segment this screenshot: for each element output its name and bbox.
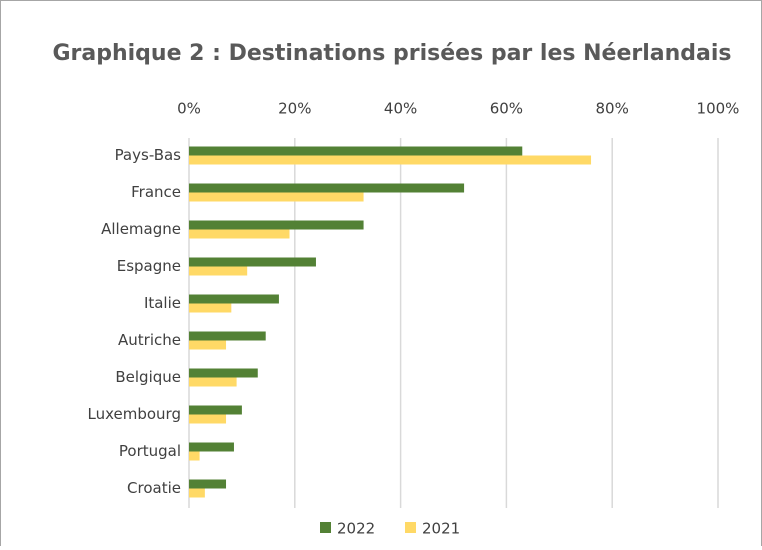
y-tick-label: Luxembourg [88, 405, 182, 423]
bar [189, 488, 205, 498]
y-tick-label: Autriche [118, 331, 181, 349]
x-tick-label: 40% [384, 100, 417, 118]
y-tick-label: Portugal [119, 442, 181, 460]
bar [189, 340, 227, 350]
y-tick-label: Italie [144, 294, 181, 312]
legend-swatch [405, 522, 416, 533]
y-tick-label: Croatie [127, 479, 181, 497]
y-tick-label: Pays-Bas [115, 146, 182, 164]
y-tick-label: Espagne [117, 257, 181, 275]
y-tick-label: Allemagne [101, 220, 181, 238]
bar [189, 192, 364, 202]
bar [189, 220, 364, 230]
bar [189, 146, 523, 156]
bar [189, 183, 465, 193]
chart-title: Graphique 2 : Destinations prisées par l… [52, 41, 731, 66]
bar [189, 479, 227, 489]
bar [189, 155, 592, 165]
x-tick-label: 100% [697, 100, 740, 118]
bar [189, 377, 237, 387]
bar [189, 451, 200, 461]
y-tick-label: France [131, 183, 181, 201]
bar [189, 294, 279, 304]
bar [189, 257, 316, 267]
bar [189, 303, 232, 313]
bar [189, 331, 266, 341]
bar [189, 266, 248, 276]
x-tick-label: 20% [278, 100, 311, 118]
bar [189, 405, 242, 415]
x-tick-label: 80% [596, 100, 629, 118]
x-tick-label: 60% [490, 100, 523, 118]
bar [189, 229, 290, 239]
x-tick-label: 0% [177, 100, 201, 118]
legend-label: 2021 [422, 520, 460, 538]
y-tick-label: Belgique [115, 368, 181, 386]
bar [189, 414, 227, 424]
legend-swatch [320, 522, 331, 533]
bar [189, 368, 258, 378]
legend-label: 2022 [337, 520, 375, 538]
bar [189, 442, 234, 452]
